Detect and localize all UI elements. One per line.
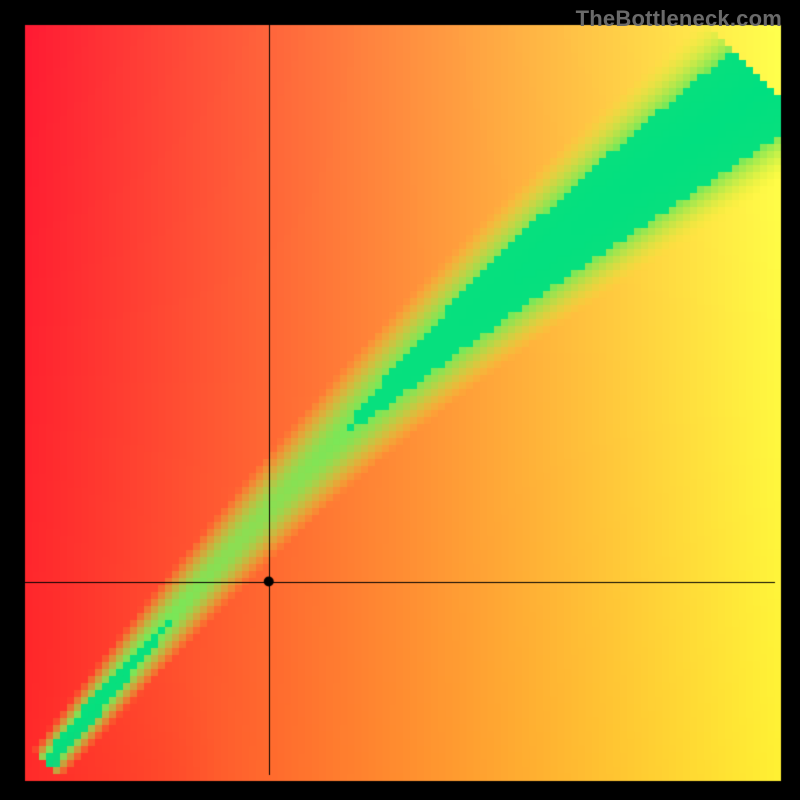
heatmap-canvas	[0, 0, 800, 800]
watermark-text: TheBottleneck.com	[576, 6, 782, 32]
chart-container: TheBottleneck.com	[0, 0, 800, 800]
